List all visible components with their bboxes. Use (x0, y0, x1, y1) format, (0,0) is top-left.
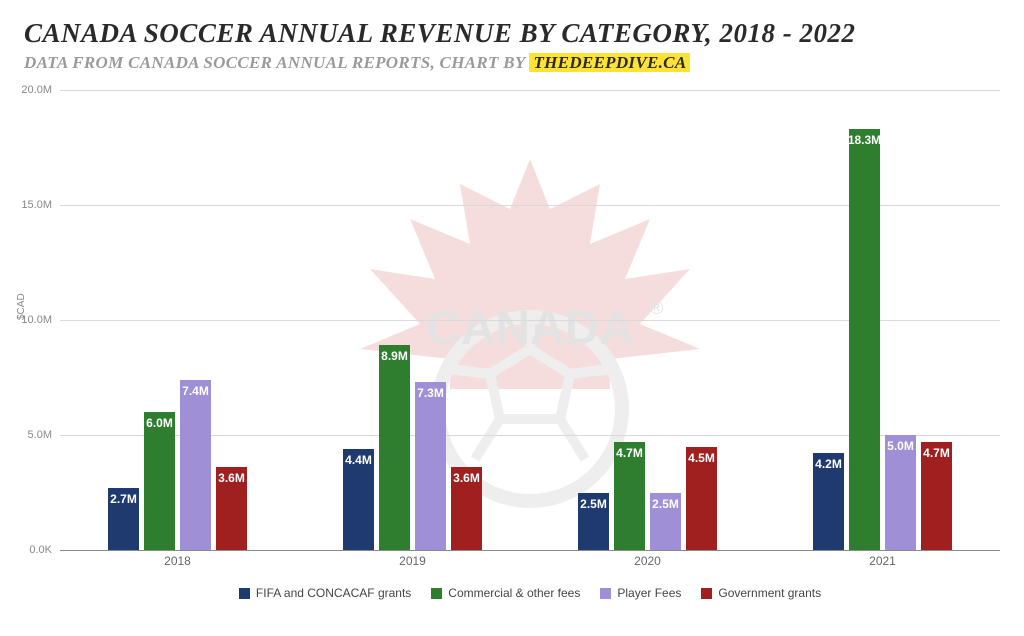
subtitle-highlight: thedeepdive.ca (529, 53, 690, 72)
chart-container: Canada Soccer Annual Revenue By Category… (0, 0, 1024, 636)
bar-value-label: 4.7M (923, 446, 950, 460)
bar-value-label: 2.7M (110, 492, 137, 506)
bar: 3.6M (216, 467, 247, 550)
bar: 6.0M (144, 412, 175, 550)
chart-title: Canada Soccer Annual Revenue By Category… (24, 18, 1000, 49)
y-tick-label: 10.0M (21, 314, 52, 326)
x-tick-label: 2021 (869, 554, 896, 568)
y-tick-label: 0.0K (29, 544, 52, 556)
bar-value-label: 8.9M (381, 349, 408, 363)
bar: 2.5M (578, 493, 609, 551)
y-tick-label: 15.0M (21, 199, 52, 211)
bar-value-label: 2.5M (580, 497, 607, 511)
bar: 7.3M (415, 382, 446, 550)
legend-swatch (701, 588, 712, 599)
subtitle-prefix: Data from Canada Soccer Annual Reports, … (24, 53, 529, 72)
bar-value-label: 3.6M (453, 471, 480, 485)
bar-value-label: 7.4M (182, 384, 209, 398)
x-tick-label: 2019 (399, 554, 426, 568)
x-tick-label: 2020 (634, 554, 661, 568)
baseline (60, 550, 1000, 551)
bar: 2.7M (108, 488, 139, 550)
plot-area: CANADA ® 0.0K5.0M10.0M15.0M20.0M 2.7M6.0… (60, 90, 1000, 550)
bar-value-label: 7.3M (417, 386, 444, 400)
legend-item: FIFA and CONCACAF grants (239, 586, 411, 600)
x-tick-label: 2018 (164, 554, 191, 568)
bar: 18.3M (849, 129, 880, 550)
bar-value-label: 4.2M (815, 457, 842, 471)
bar-value-label: 6.0M (146, 416, 173, 430)
bar: 4.7M (921, 442, 952, 550)
bars-group: 2.7M 6.0M 7.4M 3.6M 4.4M 8.9M 7.3M 3.6M 2.5M 4.7M… (60, 90, 1000, 550)
bar-value-label: 4.4M (345, 453, 372, 467)
legend-item: Player Fees (600, 586, 681, 600)
legend-label: FIFA and CONCACAF grants (256, 586, 411, 600)
legend-item: Government grants (701, 586, 821, 600)
legend-item: Commercial & other fees (431, 586, 580, 600)
bar: 4.5M (686, 447, 717, 551)
bar-value-label: 2.5M (652, 497, 679, 511)
bar: 4.7M (614, 442, 645, 550)
bar: 4.2M (813, 453, 844, 550)
legend-label: Government grants (718, 586, 821, 600)
legend-label: Player Fees (617, 586, 681, 600)
bar: 4.4M (343, 449, 374, 550)
bar-value-label: 18.3M (848, 133, 881, 147)
bar-value-label: 5.0M (887, 439, 914, 453)
bar-value-label: 4.7M (616, 446, 643, 460)
bar-value-label: 4.5M (688, 451, 715, 465)
y-tick-label: 20.0M (21, 84, 52, 96)
bar: 8.9M (379, 345, 410, 550)
legend-label: Commercial & other fees (448, 586, 580, 600)
bar-value-label: 3.6M (218, 471, 245, 485)
legend-swatch (600, 588, 611, 599)
legend-swatch (431, 588, 442, 599)
legend: FIFA and CONCACAF grants Commercial & oth… (60, 586, 1000, 602)
bar: 3.6M (451, 467, 482, 550)
y-tick-label: 5.0M (28, 429, 52, 441)
chart-subtitle: Data from Canada Soccer Annual Reports, … (24, 53, 1000, 73)
bar: 5.0M (885, 435, 916, 550)
legend-swatch (239, 588, 250, 599)
bar: 2.5M (650, 493, 681, 551)
bar: 7.4M (180, 380, 211, 550)
